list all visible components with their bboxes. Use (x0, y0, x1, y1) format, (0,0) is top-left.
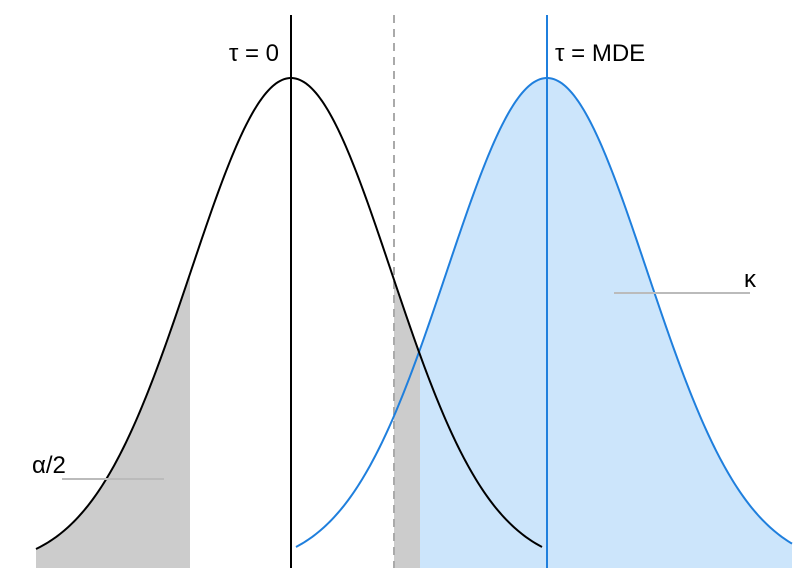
mde-center-label: τ = MDE (555, 40, 645, 67)
null-center-label: τ = 0 (229, 40, 279, 67)
power-label: κ (744, 266, 757, 293)
right-tail-alpha-region (394, 279, 420, 568)
fills-group (36, 78, 792, 568)
alternative-distribution-curve (295, 77, 793, 548)
null-distribution-curve (35, 77, 543, 550)
left-tail-alpha-region (36, 273, 190, 568)
alpha-half-label: α/2 (32, 452, 66, 479)
alternative-distribution-fill (394, 78, 792, 568)
